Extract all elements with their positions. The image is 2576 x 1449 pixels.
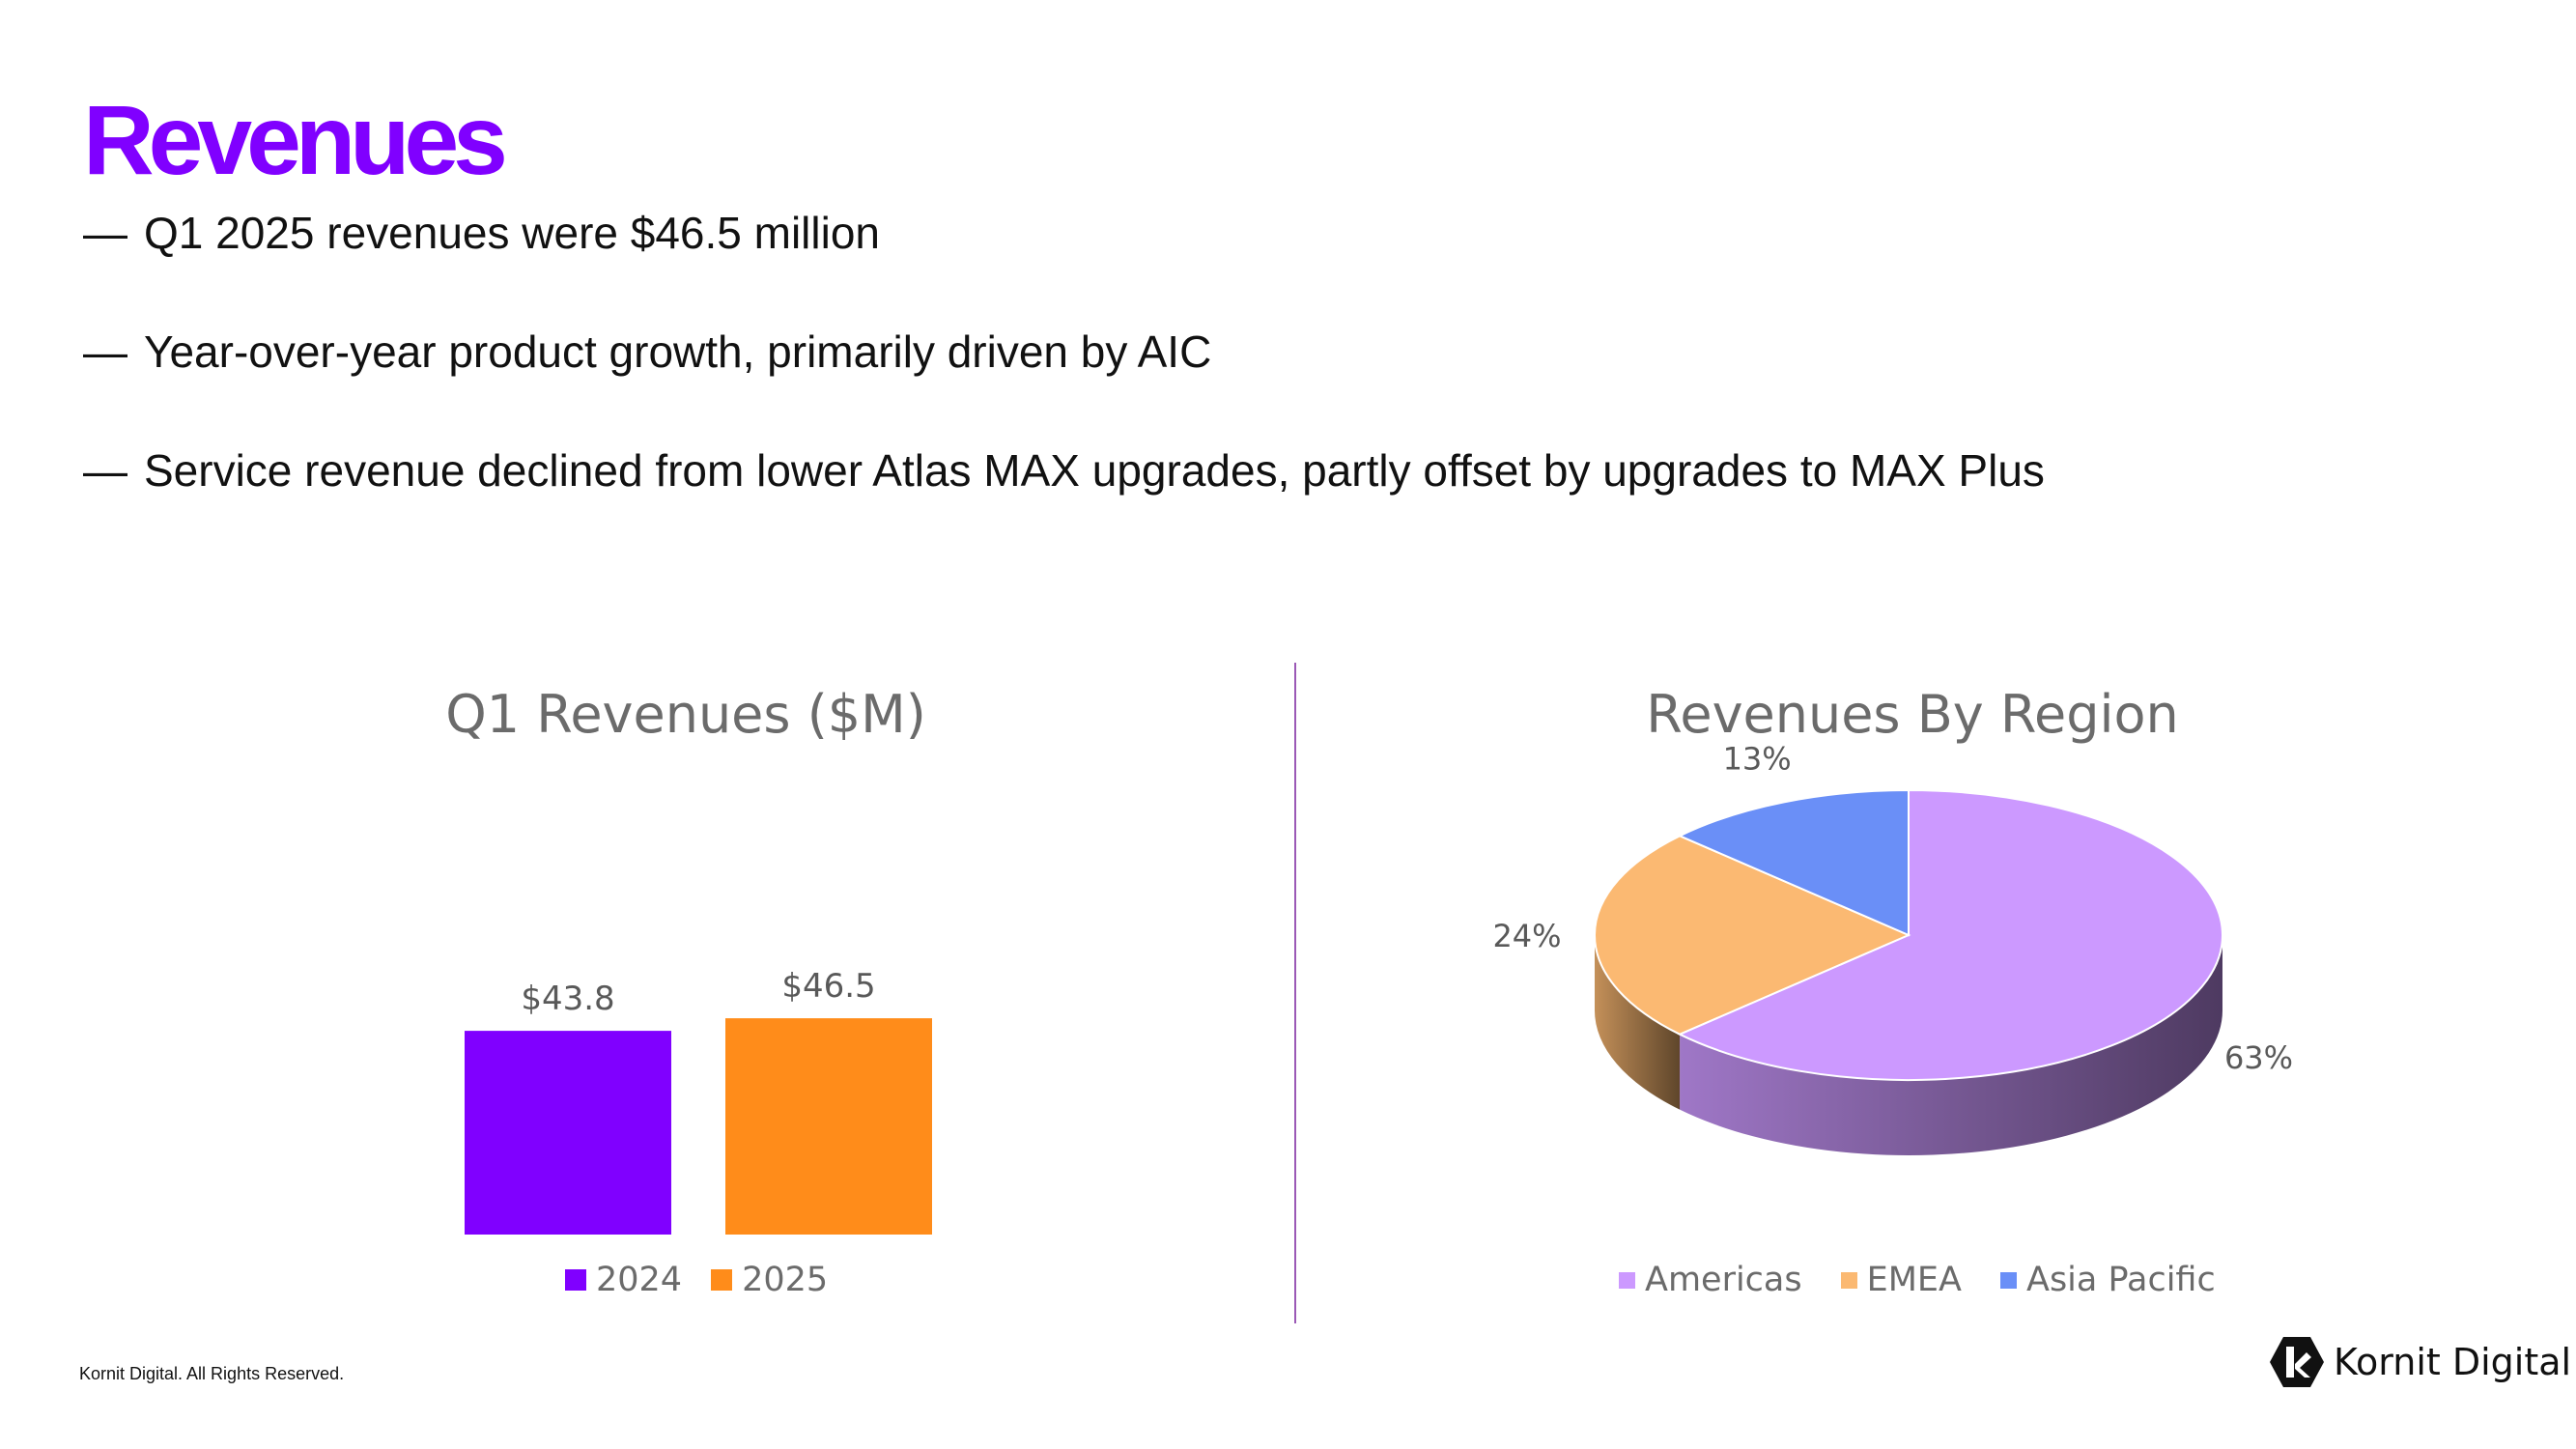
page-title: Revenues xyxy=(83,85,508,195)
legend-swatch-2024 xyxy=(565,1269,586,1291)
pie-slice-americas xyxy=(1677,788,2224,1081)
bar-2025 xyxy=(725,1018,932,1235)
bullet-text: Year-over-year product growth, primarily… xyxy=(144,327,1212,377)
pie-chart-legend: Americas EMEA Asia Pacific xyxy=(1619,1261,2254,1299)
bullet-dash: — xyxy=(83,445,127,496)
bar-data-label-2024: $43.8 xyxy=(521,980,614,1018)
legend-swatch-americas xyxy=(1619,1271,1635,1289)
legend-swatch-asia-pacific xyxy=(2000,1271,2017,1289)
footer-copyright: Kornit Digital. All Rights Reserved. xyxy=(79,1364,345,1383)
legend-label-asia-pacific: Asia Pacific xyxy=(2026,1261,2216,1299)
bullet-list: — Q1 2025 revenues were $46.5 million — Ye… xyxy=(83,205,2045,561)
legend-label-emea: EMEA xyxy=(1866,1261,1962,1299)
legend-item-emea: EMEA xyxy=(1840,1261,1962,1299)
kornit-k-logo-icon xyxy=(2270,1337,2324,1387)
bullet-text: Q1 2025 revenues were $46.5 million xyxy=(144,208,881,258)
pie-data-label-asia-pacific: 13% xyxy=(1723,740,1792,777)
pie-slice-asia-pacific xyxy=(1677,788,1910,937)
bar-chart-legend: 2024 2025 xyxy=(565,1261,857,1299)
chart-divider xyxy=(1294,663,1296,1323)
pie-chart-title: Revenues By Region xyxy=(1646,684,2179,745)
bullet-item: — Q1 2025 revenues were $46.5 million xyxy=(83,205,2045,324)
legend-label-2024: 2024 xyxy=(596,1261,683,1299)
pie-slice-emea xyxy=(1594,835,1911,1036)
legend-item-2024: 2024 xyxy=(565,1261,682,1299)
legend-label-2025: 2025 xyxy=(742,1261,829,1299)
legend-item-americas: Americas xyxy=(1619,1261,1802,1299)
logo-text: Kornit Digital xyxy=(2334,1341,2572,1383)
legend-item-2025: 2025 xyxy=(711,1261,828,1299)
legend-item-asia-pacific: Asia Pacific xyxy=(2000,1261,2216,1299)
bullet-item: — Service revenue declined from lower Atl… xyxy=(83,442,2045,561)
legend-label-americas: Americas xyxy=(1645,1261,1802,1299)
bullet-item: — Year-over-year product growth, primaril… xyxy=(83,324,2045,442)
bar-chart-title: Q1 Revenues ($M) xyxy=(445,684,926,745)
bullet-dash: — xyxy=(83,208,127,258)
pie-data-label-emea: 24% xyxy=(1492,918,1561,954)
bar-data-label-2025: $46.5 xyxy=(781,967,875,1006)
pie-data-label-americas: 63% xyxy=(2224,1039,2293,1076)
legend-swatch-2025 xyxy=(711,1269,733,1291)
pie-side-emea xyxy=(1595,935,1681,1110)
bar-2024 xyxy=(465,1031,671,1235)
pie-side-americas xyxy=(1680,935,2222,1155)
legend-swatch-emea xyxy=(1840,1271,1857,1289)
bullet-dash: — xyxy=(83,327,127,377)
bullet-text: Service revenue declined from lower Atla… xyxy=(144,445,2045,496)
brand-logo: Kornit Digital xyxy=(2268,1333,2571,1391)
